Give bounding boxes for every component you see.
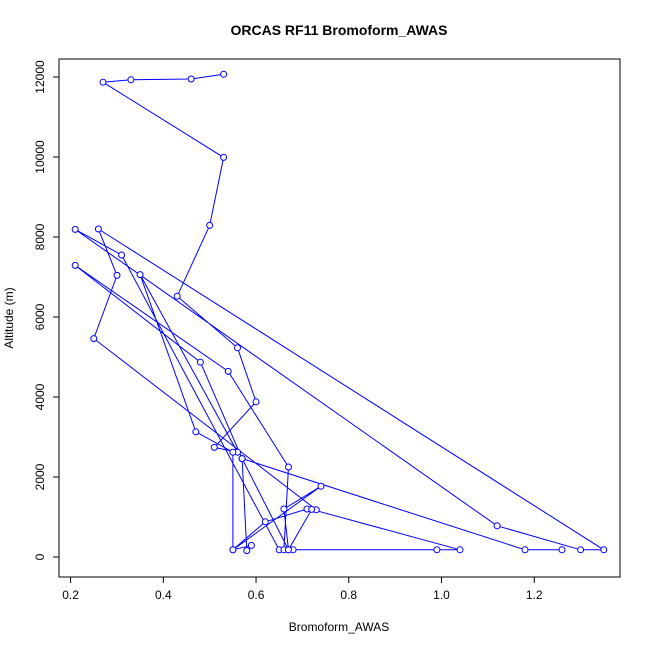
data-point bbox=[136, 271, 144, 279]
data-point bbox=[261, 518, 269, 526]
data-point bbox=[234, 344, 241, 352]
data-point bbox=[94, 225, 102, 233]
data-point bbox=[577, 546, 585, 554]
data-point bbox=[493, 522, 501, 530]
data-point bbox=[243, 547, 251, 555]
y-axis-ticks: 0 2000 4000 6000 8000 10000 12000 bbox=[33, 60, 60, 560]
data-point bbox=[71, 225, 79, 233]
data-point bbox=[210, 443, 218, 451]
data-point bbox=[247, 541, 255, 549]
data-point bbox=[71, 261, 79, 269]
y-axis-label: Altitude (m) bbox=[2, 287, 16, 348]
data-point bbox=[220, 70, 228, 78]
data-point bbox=[558, 546, 566, 554]
data-point bbox=[118, 251, 126, 259]
x-tick-label: 0.2 bbox=[62, 588, 79, 602]
y-tick-label: 6000 bbox=[33, 303, 47, 330]
y-tick-label: 8000 bbox=[33, 223, 47, 250]
x-axis-label: Bromoform_AWAS bbox=[289, 620, 389, 634]
data-point bbox=[229, 546, 237, 554]
data-point bbox=[308, 505, 316, 513]
x-tick-label: 0.6 bbox=[248, 588, 265, 602]
data-point bbox=[521, 546, 529, 554]
x-tick-label: 1.2 bbox=[526, 588, 543, 602]
data-point bbox=[229, 448, 237, 456]
data-point bbox=[173, 292, 181, 300]
data-point bbox=[99, 78, 107, 86]
data-point bbox=[285, 546, 292, 554]
data-point bbox=[317, 482, 325, 490]
data-point bbox=[220, 153, 228, 161]
x-tick-label: 1.0 bbox=[433, 588, 450, 602]
data-point bbox=[238, 455, 246, 463]
data-point bbox=[187, 75, 195, 83]
x-axis-ticks: 0.2 0.4 0.6 0.8 1.0 1.2 bbox=[62, 576, 543, 602]
x-tick-label: 0.8 bbox=[340, 588, 357, 602]
y-tick-label: 0 bbox=[33, 553, 47, 560]
data-point bbox=[224, 367, 232, 375]
y-tick-label: 12000 bbox=[33, 60, 47, 94]
y-tick-label: 2000 bbox=[33, 463, 47, 490]
data-point bbox=[280, 505, 288, 513]
data-point bbox=[600, 546, 608, 554]
y-tick-label: 4000 bbox=[33, 383, 47, 410]
data-point bbox=[433, 546, 441, 554]
data-point bbox=[127, 76, 135, 84]
data-point bbox=[456, 546, 464, 554]
data-point bbox=[196, 358, 204, 366]
y-tick-label: 10000 bbox=[33, 140, 47, 174]
data-point bbox=[192, 428, 200, 436]
series-points bbox=[71, 70, 608, 555]
chart-title: ORCAS RF11 Bromoform_AWAS bbox=[230, 22, 447, 38]
data-point bbox=[285, 463, 292, 471]
data-point bbox=[252, 398, 260, 406]
series-line bbox=[74, 73, 606, 552]
data-point bbox=[206, 221, 214, 229]
data-point bbox=[113, 271, 121, 279]
x-tick-label: 0.4 bbox=[155, 588, 172, 602]
data-point bbox=[90, 335, 98, 343]
